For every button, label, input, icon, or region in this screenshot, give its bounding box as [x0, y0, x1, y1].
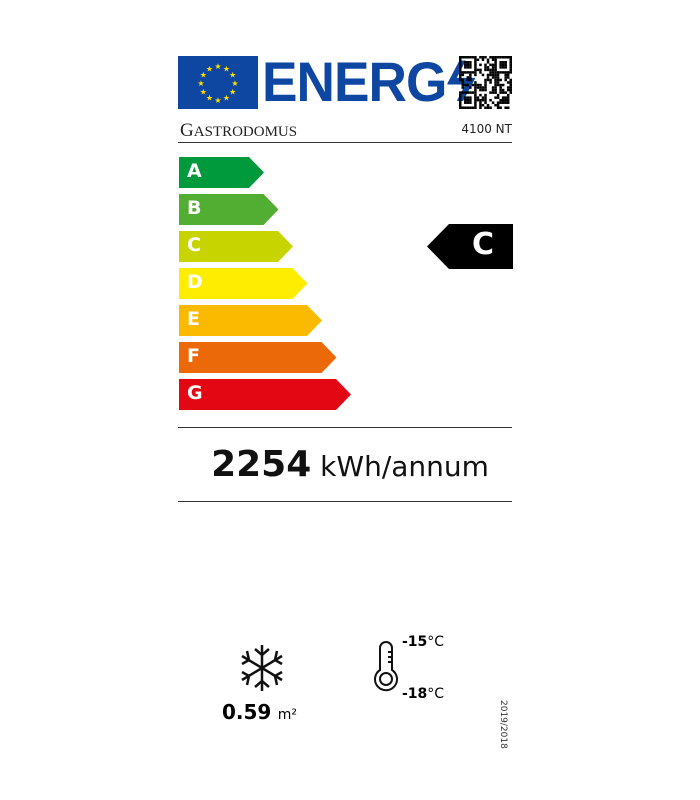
energy-class-g: G — [179, 379, 351, 410]
svg-text:★: ★ — [214, 62, 221, 71]
svg-text:★: ★ — [206, 94, 213, 103]
energy-class-d: D — [179, 268, 308, 299]
svg-text:★: ★ — [231, 79, 238, 88]
qr-code-icon — [459, 56, 512, 109]
svg-text:★: ★ — [229, 71, 236, 80]
brand-name: GASTRODOMUS — [180, 120, 298, 141]
svg-text:★: ★ — [214, 96, 221, 105]
temp-low: -18°C — [402, 686, 445, 702]
temp-high: -15°C — [402, 634, 445, 650]
rating-indicator: C — [427, 224, 513, 273]
divider — [178, 427, 512, 428]
model-number: 4100 NT — [461, 122, 512, 136]
snowflake-icon — [241, 645, 283, 691]
divider — [178, 501, 512, 502]
eu-flag-logo: ★ ★ ★ ★ ★ ★ ★ ★ ★ ★ ★ ★ — [178, 56, 258, 109]
net-volume: 0.59 m² — [222, 700, 297, 724]
energy-class-e: E — [179, 305, 322, 336]
svg-text:★: ★ — [200, 71, 207, 80]
svg-text:★: ★ — [197, 79, 204, 88]
energy-class-a: A — [179, 157, 264, 188]
divider — [178, 142, 512, 143]
energy-class-f: F — [179, 342, 337, 373]
energy-consumption: 2254 kWh/annum — [211, 444, 489, 485]
svg-text:★: ★ — [223, 94, 230, 103]
regulation-number: 2019/2018 — [498, 700, 508, 749]
energy-class-b: B — [179, 194, 279, 225]
svg-text:★: ★ — [223, 64, 230, 73]
thermometer-icon — [374, 641, 398, 692]
svg-text:★: ★ — [200, 88, 207, 97]
svg-text:★: ★ — [229, 88, 236, 97]
energy-class-c: C — [179, 231, 293, 262]
svg-text:★: ★ — [206, 64, 213, 73]
energy-logo: ENERGϟ — [262, 50, 475, 113]
